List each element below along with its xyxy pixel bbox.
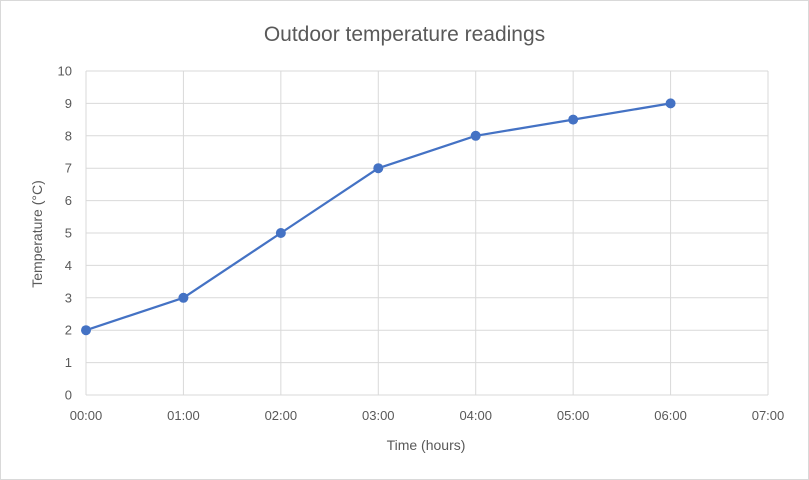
gridlines (85, 70, 769, 396)
x-axis-title: Time (hours) (387, 437, 466, 453)
y-tick-label: 2 (65, 323, 72, 338)
y-tick-label: 7 (65, 161, 72, 176)
y-tick-label: 9 (65, 96, 72, 111)
data-point (568, 114, 579, 125)
y-axis-ticks: 0 1 2 3 4 5 6 7 8 9 10 (58, 64, 72, 403)
y-tick-label: 0 (65, 388, 72, 403)
chart-title: Outdoor temperature readings (264, 23, 545, 46)
x-tick-label: 03:00 (362, 408, 395, 423)
data-point (178, 292, 189, 303)
x-tick-label: 02:00 (265, 408, 298, 423)
y-tick-label: 10 (58, 64, 72, 79)
data-point (665, 98, 676, 109)
data-point (81, 325, 91, 336)
series-group (81, 98, 676, 336)
data-point (470, 130, 481, 141)
data-point (373, 163, 384, 174)
x-tick-label: 05:00 (557, 408, 590, 423)
y-tick-label: 8 (65, 128, 72, 143)
data-point (275, 228, 286, 238)
y-axis-title: Temperature (°C) (29, 180, 45, 288)
y-tick-label: 6 (65, 193, 72, 208)
x-axis-ticks: 00:00 01:00 02:00 03:00 04:00 05:00 06:00 07:00 (70, 408, 785, 423)
x-tick-label: 06:00 (654, 408, 687, 423)
x-tick-label: 01:00 (167, 408, 200, 423)
x-tick-label: 04:00 (459, 408, 492, 423)
y-tick-label: 1 (65, 355, 72, 370)
x-tick-label: 00:00 (70, 408, 103, 423)
y-tick-label: 5 (65, 226, 72, 241)
y-tick-label: 4 (65, 258, 72, 273)
x-tick-label: 07:00 (752, 408, 785, 423)
y-tick-label: 3 (65, 290, 72, 305)
